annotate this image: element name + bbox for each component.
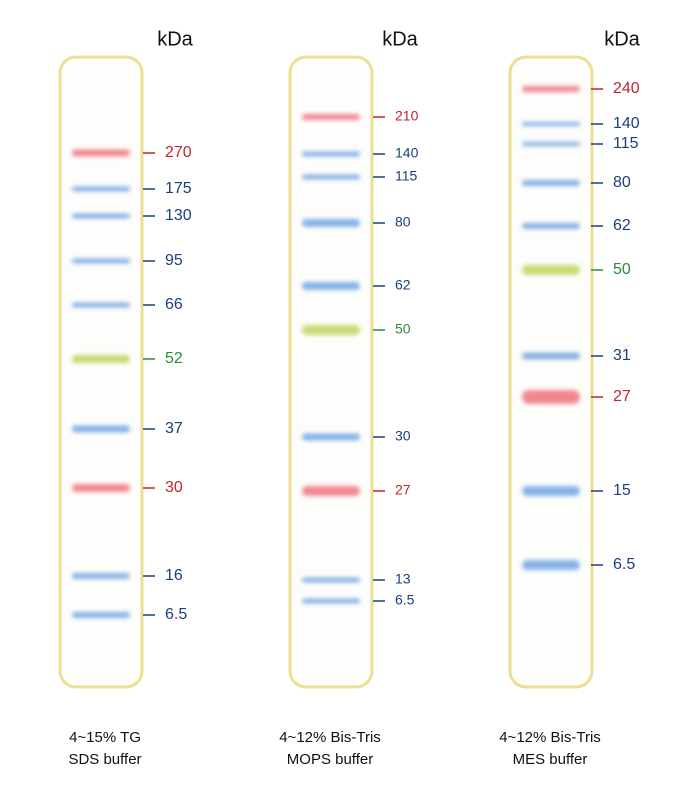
lane: kDa 270 175 130 95 66 52 37 30 16 6.5 4~15% TG SDS b…: [58, 28, 194, 768]
band-label: 240: [613, 80, 640, 97]
band: [302, 282, 360, 290]
lane: kDa 210 140 115 80 62 50 30 27 13 6.5 4~12% Bis-Tri…: [279, 28, 418, 768]
band: [302, 325, 360, 335]
band-label: 6.5: [395, 592, 415, 608]
band-label: 80: [613, 174, 631, 191]
band: [522, 352, 580, 360]
band: [72, 425, 130, 433]
band: [72, 149, 130, 157]
band: [522, 265, 580, 275]
band: [72, 355, 130, 363]
band-label: 16: [165, 567, 183, 584]
band-label: 52: [165, 350, 183, 367]
band-label: 95: [165, 252, 183, 269]
band: [72, 573, 130, 579]
band: [522, 180, 580, 186]
band-label: 50: [395, 321, 411, 337]
band: [72, 302, 130, 308]
gel-lane: [288, 55, 374, 689]
lane-caption: 4~15% TG: [69, 729, 141, 746]
band: [302, 174, 360, 180]
band-label: 50: [613, 261, 631, 278]
band-label: 37: [165, 420, 183, 437]
band: [522, 223, 580, 229]
band: [72, 258, 130, 264]
lane-caption: 4~12% Bis-Tris: [279, 729, 381, 746]
band: [522, 560, 580, 570]
band-label: 30: [165, 479, 183, 496]
lane-caption: MOPS buffer: [287, 751, 373, 768]
lane: kDa 240 140 115 80 62 50 31 27 15 6.5 4~12% Bis-Tri…: [499, 28, 640, 768]
band-label: 6.5: [613, 556, 635, 573]
band-label: 140: [395, 145, 419, 161]
band: [522, 486, 580, 496]
band: [72, 612, 130, 618]
band-label: 140: [613, 115, 640, 132]
band-label: 30: [395, 428, 411, 444]
band: [522, 390, 580, 404]
band: [302, 151, 360, 157]
band-label: 27: [613, 388, 631, 405]
lane-caption: MES buffer: [513, 751, 588, 768]
lane-caption: 4~12% Bis-Tris: [499, 729, 601, 746]
band-label: 270: [165, 144, 192, 161]
lane-caption: SDS buffer: [68, 751, 141, 768]
gel-lane: [508, 55, 594, 689]
band-label: 210: [395, 108, 419, 124]
band-label: 15: [613, 482, 631, 499]
unit-label: kDa: [604, 28, 640, 50]
band-label: 62: [613, 217, 631, 234]
band-label: 31: [613, 347, 631, 364]
band: [302, 577, 360, 583]
band-label: 175: [165, 180, 192, 197]
band-label: 115: [395, 168, 418, 184]
unit-label: kDa: [157, 28, 193, 50]
band: [72, 484, 130, 492]
band: [522, 142, 580, 146]
unit-label: kDa: [382, 28, 418, 50]
band-label: 13: [395, 571, 411, 587]
band-label: 115: [613, 135, 639, 152]
band-label: 62: [395, 277, 411, 293]
band: [302, 219, 360, 227]
band: [302, 598, 360, 604]
band: [72, 186, 130, 192]
band: [522, 122, 580, 126]
band-label: 130: [165, 207, 192, 224]
band-label: 27: [395, 482, 411, 498]
band: [72, 213, 130, 219]
band-label: 80: [395, 214, 411, 230]
band-label: 6.5: [165, 606, 187, 623]
band: [302, 486, 360, 496]
band: [302, 114, 360, 120]
band-label: 66: [165, 296, 183, 313]
band: [302, 433, 360, 441]
band: [522, 86, 580, 92]
